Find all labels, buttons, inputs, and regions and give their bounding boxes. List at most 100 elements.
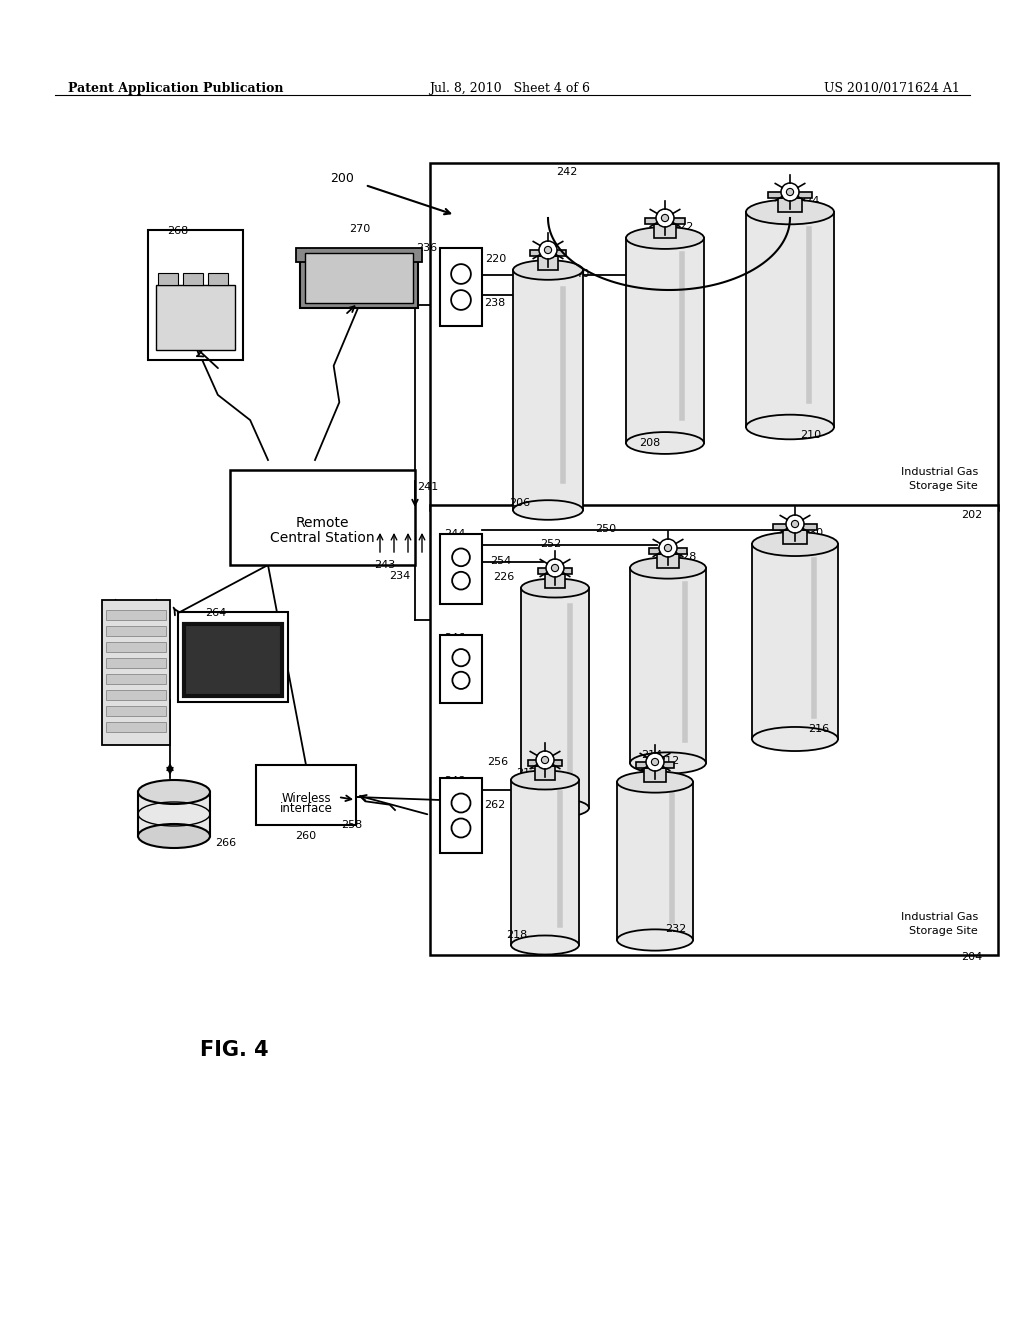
Text: 224: 224	[798, 195, 819, 206]
Text: 270: 270	[349, 224, 371, 234]
Text: 236: 236	[416, 243, 437, 253]
Circle shape	[453, 572, 470, 590]
Text: Wireless: Wireless	[282, 792, 331, 805]
Circle shape	[453, 549, 470, 566]
Text: 204: 204	[961, 952, 982, 962]
Text: 202: 202	[961, 510, 982, 520]
Text: 258: 258	[341, 820, 362, 830]
Bar	[300, 251, 418, 308]
Circle shape	[539, 242, 557, 259]
Circle shape	[452, 290, 471, 310]
Bar	[305, 253, 413, 304]
Text: 212: 212	[658, 756, 679, 766]
Bar	[440, 635, 482, 704]
Bar	[256, 766, 356, 825]
Ellipse shape	[138, 780, 210, 804]
Circle shape	[453, 672, 470, 689]
Bar	[539, 256, 558, 271]
Bar	[617, 781, 693, 940]
Text: 226: 226	[493, 572, 514, 582]
Bar	[106, 722, 166, 733]
Text: Central Station: Central Station	[270, 531, 375, 545]
Bar	[530, 249, 565, 256]
Ellipse shape	[746, 414, 834, 440]
Text: 242: 242	[556, 168, 578, 177]
Text: Jul. 8, 2010   Sheet 4 of 6: Jul. 8, 2010 Sheet 4 of 6	[429, 82, 591, 95]
Circle shape	[646, 752, 664, 771]
Text: 244: 244	[444, 529, 465, 539]
Bar	[636, 762, 674, 768]
Text: 220: 220	[484, 253, 506, 264]
Ellipse shape	[521, 578, 589, 598]
Ellipse shape	[752, 532, 838, 556]
Bar	[440, 535, 482, 605]
Bar	[777, 198, 803, 213]
Text: 210: 210	[800, 430, 821, 440]
Circle shape	[656, 209, 674, 227]
Text: 268: 268	[167, 226, 188, 236]
Text: 240: 240	[568, 269, 589, 279]
Text: Patent Application Publication: Patent Application Publication	[68, 82, 284, 95]
Bar	[296, 248, 422, 263]
Text: 262: 262	[484, 800, 505, 810]
Bar	[183, 273, 203, 285]
Text: 208: 208	[639, 438, 660, 447]
Text: Storage Site: Storage Site	[909, 480, 978, 491]
Circle shape	[662, 214, 669, 222]
Text: 260: 260	[296, 832, 316, 841]
Text: 252: 252	[540, 539, 561, 549]
Bar	[156, 285, 234, 350]
Text: 232: 232	[665, 924, 686, 935]
Circle shape	[551, 565, 559, 572]
Ellipse shape	[511, 771, 579, 789]
Bar	[521, 587, 589, 808]
Ellipse shape	[630, 752, 706, 774]
Bar	[106, 657, 166, 668]
Circle shape	[786, 515, 804, 533]
Text: Industrial Gas: Industrial Gas	[901, 912, 978, 921]
Bar	[440, 777, 482, 853]
Bar	[783, 531, 807, 544]
Circle shape	[651, 759, 658, 766]
Text: 214: 214	[641, 750, 662, 760]
Circle shape	[542, 756, 549, 763]
Ellipse shape	[626, 227, 705, 249]
Ellipse shape	[626, 432, 705, 454]
Ellipse shape	[138, 824, 210, 847]
Ellipse shape	[521, 799, 589, 817]
Circle shape	[665, 544, 672, 552]
Bar	[440, 248, 482, 326]
Text: 266: 266	[215, 838, 237, 847]
Bar	[773, 524, 817, 531]
Text: 241: 241	[417, 482, 438, 492]
Ellipse shape	[752, 727, 838, 751]
Ellipse shape	[617, 771, 693, 792]
Text: Remote: Remote	[296, 516, 349, 529]
Bar	[657, 554, 679, 568]
Circle shape	[786, 189, 794, 195]
Text: FIG. 4: FIG. 4	[200, 1040, 268, 1060]
Bar	[511, 780, 579, 945]
Text: 256: 256	[486, 756, 508, 767]
Text: 216: 216	[808, 723, 829, 734]
Text: Storage Site: Storage Site	[909, 927, 978, 936]
Bar	[513, 271, 583, 510]
Bar	[546, 574, 564, 587]
Bar	[746, 213, 834, 426]
Circle shape	[536, 751, 554, 770]
Bar	[102, 601, 170, 744]
Bar	[645, 218, 685, 224]
Circle shape	[659, 539, 677, 557]
Text: Industrial Gas: Industrial Gas	[901, 467, 978, 477]
Ellipse shape	[746, 199, 834, 224]
Ellipse shape	[511, 936, 579, 954]
Text: 230: 230	[802, 528, 823, 539]
Text: 222: 222	[672, 222, 693, 232]
Bar	[230, 470, 415, 565]
Bar	[752, 544, 838, 739]
Text: 250: 250	[595, 524, 616, 535]
Bar	[208, 273, 228, 285]
Circle shape	[545, 247, 552, 253]
Bar	[630, 568, 706, 763]
Bar	[184, 624, 282, 696]
